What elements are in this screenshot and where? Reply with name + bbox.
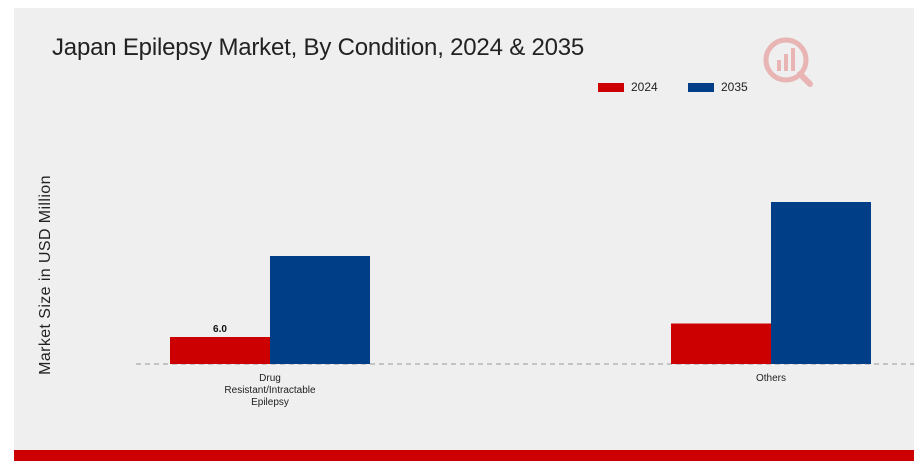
chart-title: Japan Epilepsy Market, By Condition, 202… <box>52 34 585 61</box>
legend-item-2035: 2035 <box>688 78 748 96</box>
bar-2024-others <box>671 323 771 364</box>
chart-panel <box>14 8 914 450</box>
x-tick-label: Drug Resistant/Intractable Epilepsy <box>224 373 316 408</box>
legend-swatch-2035 <box>688 82 714 92</box>
market-research-logo-icon <box>763 37 813 87</box>
legend-label-2024: 2024 <box>631 80 658 94</box>
legend-label-2035: 2035 <box>721 80 748 94</box>
legend-swatch-2024 <box>598 82 624 92</box>
x-tick-label: Others <box>756 373 786 384</box>
bottom-accent-bar <box>14 450 914 461</box>
legend-item-2024: 2024 <box>598 78 658 96</box>
bar-2035-drug-resistant <box>270 256 370 364</box>
bar-2035-others <box>771 202 871 364</box>
bar-2024-drug-resistant <box>170 337 270 364</box>
data-label: 6.0 <box>213 324 227 335</box>
